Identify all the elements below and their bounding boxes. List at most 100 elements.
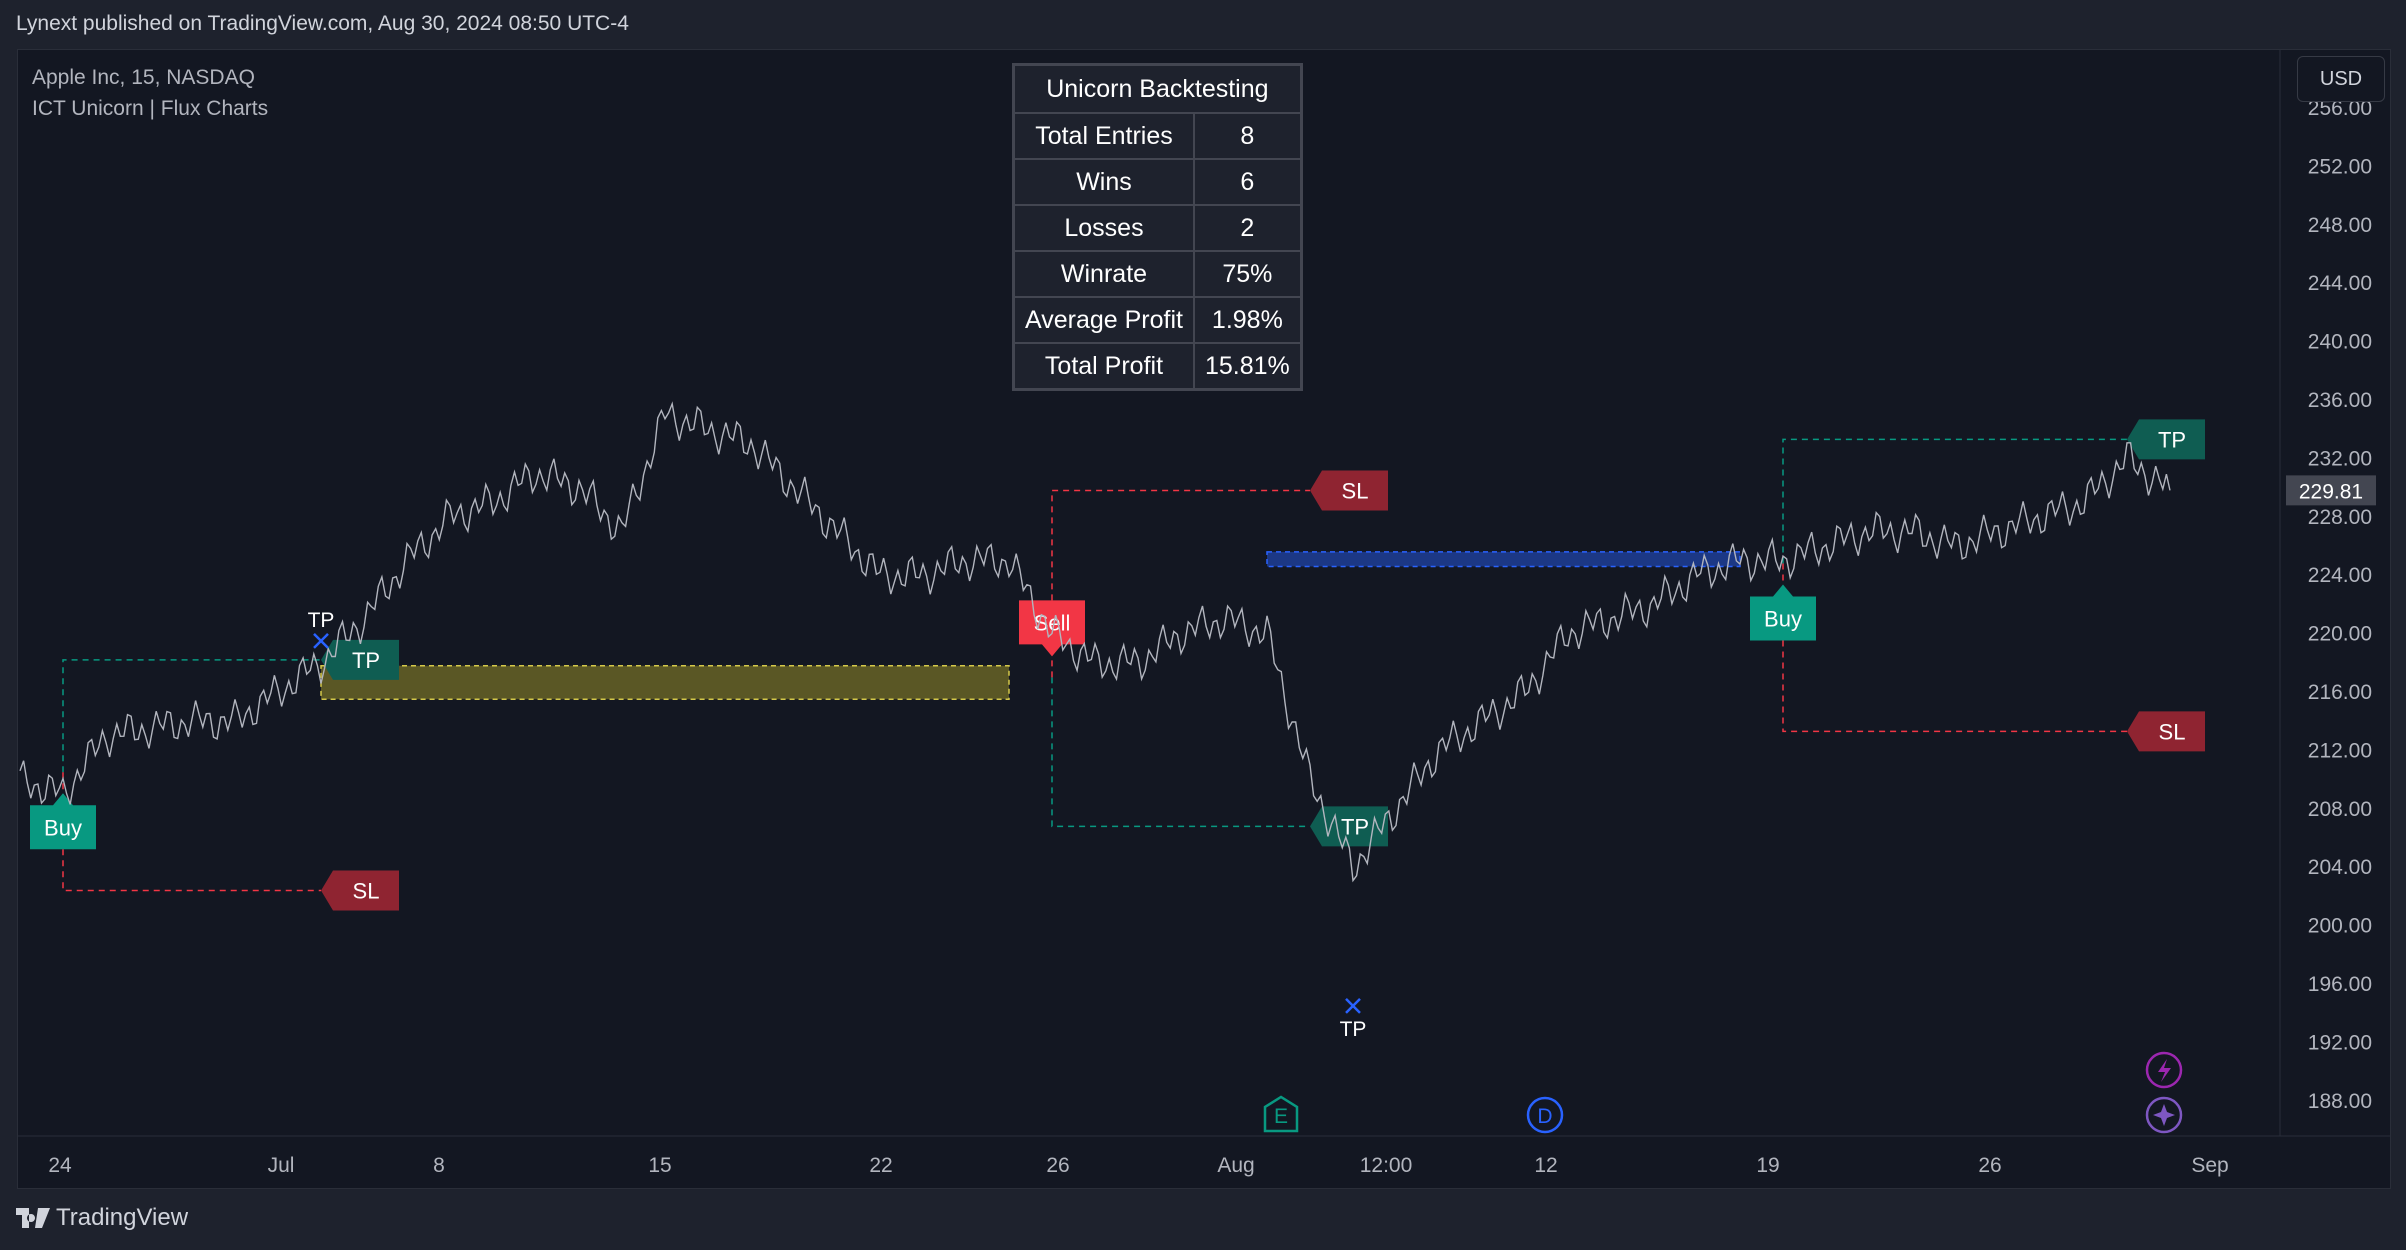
- price-chart[interactable]: 256.00 252.00 248.00 244.00 240.00 236.00 232.…: [18, 50, 2390, 1188]
- row-value: 1.98%: [1192, 296, 1303, 344]
- row-value: 2: [1192, 204, 1303, 252]
- table-row: Total Profit 15.81%: [1012, 342, 1303, 391]
- price-series-line: [19, 401, 2171, 883]
- row-label: Total Entries: [1012, 112, 1195, 160]
- tp-label-text: TP: [2158, 427, 2186, 452]
- y-tick-label: 192.00: [2308, 1031, 2372, 1054]
- sparkle-glyph: [2153, 1104, 2175, 1126]
- tp-label: TP: [321, 639, 399, 680]
- x-tick-label: 26: [1978, 1154, 2001, 1177]
- dividend-icon: [1526, 1096, 1564, 1134]
- tp-line: [1051, 677, 1310, 828]
- y-tick-label: 228.00: [2308, 506, 2372, 529]
- sl-label: SL: [2127, 711, 2205, 752]
- x-tick-label: Aug: [1217, 1154, 1254, 1177]
- x-tick-label: 26: [1046, 1154, 1069, 1177]
- sl-label-shape: [321, 870, 399, 911]
- table-title: Unicorn Backtesting: [1012, 63, 1303, 114]
- currency-button[interactable]: USD: [2297, 56, 2385, 102]
- y-tick-label: 248.00: [2308, 214, 2372, 237]
- sl-line: [1051, 489, 1310, 678]
- x-tick-label: 19: [1756, 1154, 1779, 1177]
- hit-marker-icon: [313, 633, 329, 649]
- entry-label-shape: [1750, 584, 1816, 641]
- table-row: Winrate 75%: [1012, 250, 1303, 298]
- table-row: Average Profit 1.98%: [1012, 296, 1303, 344]
- zone-yellow: [320, 664, 1010, 701]
- tp-label-text: TP: [1341, 814, 1369, 839]
- symbol-label[interactable]: Apple Inc, 15, NASDAQ: [32, 66, 255, 89]
- footer: TradingView: [16, 1204, 188, 1232]
- table-row: Total Entries 8: [1012, 112, 1303, 160]
- row-label: Winrate: [1012, 250, 1195, 298]
- row-value: 15.81%: [1192, 342, 1303, 391]
- x-tick-label: 15: [648, 1154, 671, 1177]
- lightning-icon: [2145, 1051, 2183, 1089]
- buy-entry-label: Buy: [30, 793, 96, 850]
- y-tick-label: 216.00: [2308, 681, 2372, 704]
- hit-marker-label: TP: [1340, 1018, 1367, 1041]
- y-tick-label: 224.00: [2308, 564, 2372, 587]
- row-label: Average Profit: [1012, 296, 1195, 344]
- entry-label-shape: [30, 793, 96, 850]
- row-label: Total Profit: [1012, 342, 1195, 391]
- x-tick-label: 24: [48, 1154, 72, 1177]
- sl-label-text: SL: [2159, 719, 2186, 744]
- y-tick-label: 244.00: [2308, 272, 2372, 295]
- event-label: D: [1537, 1105, 1552, 1128]
- y-tick-label: 208.00: [2308, 798, 2372, 821]
- chart-legend: Apple Inc, 15, NASDAQ ICT Unicorn | Flux…: [32, 62, 268, 124]
- tp-line: [1782, 438, 2127, 564]
- tp-label-shape: [2127, 419, 2205, 460]
- hit-marker-label: TP: [308, 609, 335, 632]
- sl-line: [62, 772, 321, 892]
- row-value: 75%: [1192, 250, 1303, 298]
- y-tick-label: 204.00: [2308, 856, 2372, 879]
- tp-line: [62, 659, 321, 773]
- event-label: E: [1274, 1105, 1288, 1128]
- last-price-badge: [2286, 475, 2376, 506]
- x-tick-label: Sep: [2191, 1154, 2228, 1177]
- chart-area[interactable]: 256.00 252.00 248.00 244.00 240.00 236.00 232.…: [17, 49, 2391, 1189]
- sl-label-shape: [1310, 470, 1388, 511]
- y-tick-label: 196.00: [2308, 973, 2372, 996]
- entry-label-text: Buy: [1764, 607, 1802, 632]
- lightning-glyph: [2158, 1059, 2171, 1082]
- row-value: 8: [1192, 112, 1303, 160]
- y-tick-label: 240.00: [2308, 331, 2372, 354]
- y-tick-label: 212.00: [2308, 739, 2372, 762]
- x-tick-label: Jul: [268, 1154, 295, 1177]
- entry-label-text: Buy: [44, 815, 82, 840]
- y-tick-label: 188.00: [2308, 1090, 2372, 1113]
- y-tick-label: 200.00: [2308, 915, 2372, 938]
- x-tick-label: 12:00: [1360, 1154, 1413, 1177]
- sl-label-text: SL: [1342, 479, 1369, 504]
- footer-brand[interactable]: TradingView: [56, 1204, 189, 1231]
- indicator-label[interactable]: ICT Unicorn | Flux Charts: [32, 97, 269, 120]
- table-row: Wins 6: [1012, 158, 1303, 206]
- row-value: 6: [1192, 158, 1303, 206]
- row-label: Losses: [1012, 204, 1195, 252]
- tp-label-shape: [1310, 806, 1388, 847]
- y-tick-label: 220.00: [2308, 623, 2372, 646]
- sl-label-shape: [2127, 711, 2205, 752]
- sparkle-icon: [2145, 1096, 2183, 1134]
- backtesting-table: Unicorn Backtesting Total Entries 8 Wins…: [1012, 63, 1303, 391]
- earnings-icon: [1263, 1095, 1299, 1133]
- zone-blue: [1266, 551, 1741, 568]
- y-tick-label: 232.00: [2308, 447, 2372, 470]
- sell-entry-label: Sell: [1019, 600, 1085, 657]
- x-tick-label: 12: [1534, 1154, 1557, 1177]
- x-tick-label: 22: [869, 1154, 892, 1177]
- tp-label-shape: [321, 639, 399, 680]
- tp-label-text: TP: [352, 648, 380, 673]
- table-row: Losses 2: [1012, 204, 1303, 252]
- tp-label: TP: [1310, 806, 1388, 847]
- tradingview-logo-icon[interactable]: [16, 1208, 50, 1228]
- y-tick-label: 236.00: [2308, 389, 2372, 412]
- hit-marker-icon: [1345, 998, 1361, 1014]
- x-tick-label: 8: [433, 1154, 445, 1177]
- y-tick-label: 256.00: [2308, 97, 2372, 120]
- sl-label: SL: [1310, 470, 1388, 511]
- tp-label: TP: [2127, 419, 2205, 460]
